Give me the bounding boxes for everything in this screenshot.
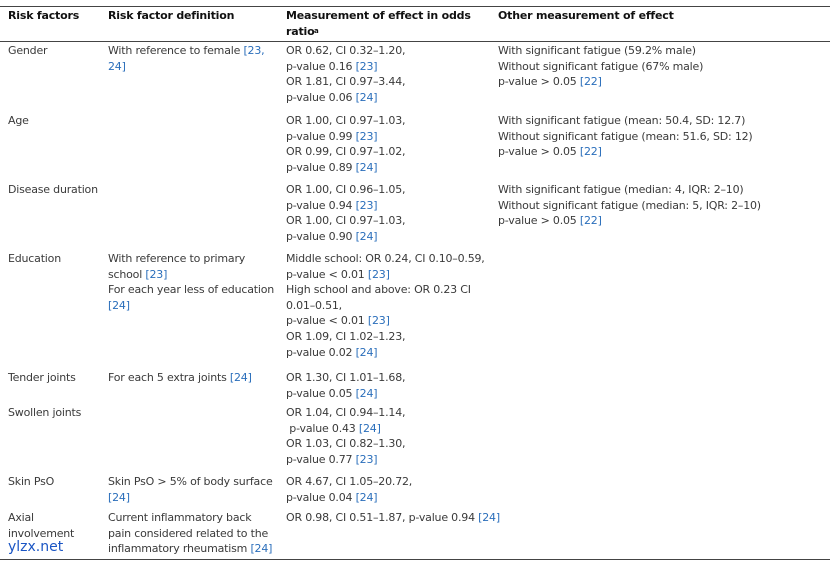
- header-cell: Risk factors: [8, 9, 80, 22]
- cell-line: Age: [8, 114, 29, 127]
- cell-line: Education: [8, 252, 61, 265]
- cell-line: p-value 0.02 [24]: [286, 345, 378, 359]
- cell-line: school [23]: [108, 267, 168, 281]
- header-cell: ratio: [286, 24, 315, 38]
- cell-line: High school and above: OR 0.23 CI: [286, 283, 471, 297]
- footnote-wrap: a: [314, 24, 319, 42]
- cell-line: 0.01–0.51,: [286, 298, 342, 312]
- cell-line: OR 1.00, CI 0.96–1.05,: [286, 183, 406, 196]
- cell-line: With reference to female [23,: [108, 44, 265, 57]
- cell-line: OR 1.09, CI 1.02–1.23,: [286, 330, 406, 343]
- cell-line: Gender: [8, 44, 48, 57]
- cell-line: p-value 0.99 [23]: [286, 129, 378, 143]
- cell-line: OR 4.67, CI 1.05–20.72,: [286, 475, 413, 488]
- cell-line: p-value < 0.01 [23]: [286, 267, 390, 281]
- cell-line: With significant fatigue (59.2% male): [498, 44, 696, 57]
- cell-line: OR 1.30, CI 1.01–1.68,: [286, 371, 406, 384]
- cell-line: p-value 0.04 [24]: [286, 490, 378, 504]
- cell-line: With significant fatigue (mean: 50.4, SD…: [498, 114, 746, 127]
- cell-line: p-value < 0.01 [23]: [286, 314, 390, 328]
- cell-line: OR 1.03, CI 0.82–1.30,: [286, 437, 406, 451]
- cell-line: pain considered related to the: [108, 526, 269, 540]
- cell-line: p-value 0.05 [24]: [286, 386, 378, 400]
- cell-line: Axial: [8, 511, 34, 524]
- cell-line: Current inflammatory back: [108, 511, 252, 524]
- header-rule: [0, 41, 830, 42]
- cell-line: Middle school: OR 0.24, CI 0.10–0.59,: [286, 252, 485, 265]
- cell-line: Without significant fatigue (67% male): [498, 59, 704, 73]
- cell-line: Without significant fatigue (mean: 51.6,…: [498, 129, 753, 143]
- header-cell: Measurement of effect in odds: [286, 9, 471, 22]
- cell-line: p-value 0.90 [24]: [286, 229, 378, 243]
- cell-line: involvement: [8, 526, 75, 540]
- cell-line: For each 5 extra joints [24]: [108, 371, 252, 384]
- cell-line: p-value 0.77 [23]: [286, 452, 378, 466]
- cell-line: For each year less of education: [108, 283, 275, 297]
- cell-line: Skin PsO > 5% of body surface: [108, 475, 273, 488]
- cell-line: OR 1.04, CI 0.94–1.14,: [286, 406, 406, 419]
- cell-line: inflammatory rheumatism [24]: [108, 542, 273, 556]
- cell-line: OR 1.81, CI 0.97–3.44,: [286, 75, 406, 89]
- cell-line: p-value 0.06 [24]: [286, 90, 378, 104]
- cell-line: Disease duration: [8, 183, 98, 196]
- cell-line: With significant fatigue (median: 4, IQR…: [498, 183, 744, 196]
- cell-line: OR 0.98, CI 0.51–1.87, p-value 0.94 [24]: [286, 511, 500, 524]
- cell-line: With reference to primary: [108, 252, 246, 265]
- cell-line: p-value > 0.05 [22]: [498, 214, 602, 228]
- cell-line: 24]: [108, 59, 126, 73]
- cell-line: [24]: [108, 490, 130, 504]
- watermark: ylzx.net: [8, 539, 64, 555]
- cell-line: Without significant fatigue (median: 5, …: [498, 198, 761, 212]
- header-cell: Other measurement of effect: [498, 9, 674, 22]
- cell-line: Skin PsO: [8, 475, 55, 488]
- top-rule: [0, 6, 830, 7]
- cell-line: p-value > 0.05 [22]: [498, 145, 602, 159]
- cell-line: p-value 0.94 [23]: [286, 198, 378, 212]
- cell-line: p-value 0.43 [24]: [286, 421, 381, 435]
- cell-line: [24]: [108, 298, 130, 312]
- cell-line: p-value > 0.05 [22]: [498, 75, 602, 89]
- cell-line: Tender joints: [8, 371, 76, 384]
- cell-line: OR 1.00, CI 0.97–1.03,: [286, 114, 406, 127]
- cell-line: OR 1.00, CI 0.97–1.03,: [286, 214, 406, 228]
- cell-line: p-value 0.89 [24]: [286, 160, 378, 174]
- cell-line: OR 0.99, CI 0.97–1.02,: [286, 145, 406, 159]
- cell-line: p-value 0.16 [23]: [286, 59, 378, 73]
- footnote-mark: a: [314, 26, 319, 35]
- bottom-rule: [0, 559, 830, 560]
- cell-line: OR 0.62, CI 0.32–1.20,: [286, 44, 406, 57]
- cell-line: Swollen joints: [8, 406, 82, 419]
- header-cell: Risk factor definition: [108, 9, 235, 22]
